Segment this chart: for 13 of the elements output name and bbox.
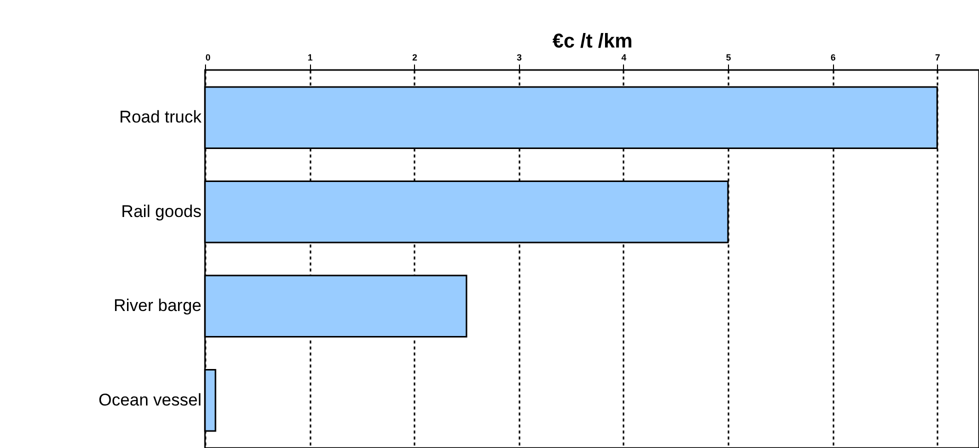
- x-tick-label: 4: [621, 52, 626, 62]
- x-tick-label: 3: [516, 52, 522, 62]
- x-tick-label: 5: [726, 52, 731, 62]
- y-tick-label: Ocean vessel: [98, 390, 202, 410]
- x-tick-label: 0: [206, 52, 211, 62]
- y-tick-label: Road truck: [119, 108, 202, 127]
- x-tick-label: 6: [830, 52, 836, 62]
- x-tick-label: 7: [935, 52, 940, 62]
- y-tick-label: River barge: [114, 296, 202, 316]
- y-tick-label: Rail goods: [121, 202, 202, 221]
- x-axis-title: €c /t /km: [552, 30, 633, 52]
- x-tick-label: 2: [412, 52, 418, 62]
- x-tick-label: 1: [308, 52, 313, 62]
